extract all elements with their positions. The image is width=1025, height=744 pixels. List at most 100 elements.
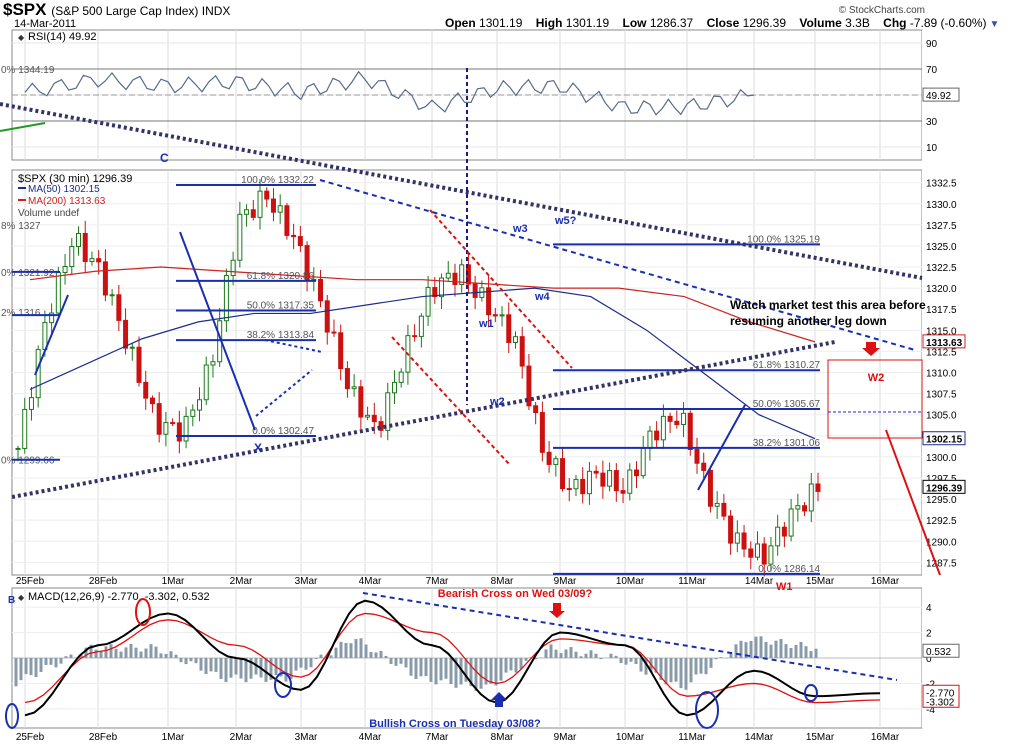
fib1-label: 50.0% 1317.35: [247, 300, 315, 311]
candle-body: [277, 205, 283, 213]
candle-body: [748, 548, 754, 558]
candle-body: [633, 469, 639, 477]
candle-body: [89, 258, 95, 263]
macd-histogram-bar: [34, 658, 38, 678]
price-value-box: [922, 479, 966, 494]
macd-histogram-bar: [79, 655, 83, 658]
macd-histogram-bar: [434, 658, 438, 685]
macd-histogram-bar: [289, 658, 293, 679]
price-value-label: 1302.15: [926, 435, 963, 446]
macd-histogram-bar: [804, 646, 808, 658]
macd-histogram-bar: [449, 658, 453, 685]
candle-body: [412, 335, 418, 338]
price-x-label: 4Mar: [359, 576, 382, 587]
fib1-label: 61.8% 1320.86: [247, 271, 315, 282]
macd-histogram-bar: [379, 650, 383, 658]
macd-value-box: [922, 643, 960, 658]
macd-histogram-bar: [684, 658, 688, 690]
rsi-last-value: 49.92: [926, 91, 951, 102]
candle-body: [452, 272, 458, 286]
macd-histogram-bar: [294, 658, 298, 671]
macd-histogram-bar: [609, 653, 613, 658]
macd-histogram-bar: [129, 644, 133, 658]
candle-body: [808, 483, 814, 512]
macd-histogram-bar: [384, 655, 388, 658]
candle-body: [250, 209, 256, 218]
candle-body: [660, 415, 666, 441]
macd-histogram-bar: [539, 657, 543, 658]
price-value-box: [922, 431, 966, 446]
macd-histogram-bar: [154, 646, 158, 658]
rsi-tick-label: 10: [926, 143, 938, 154]
macd-histogram-bar: [69, 654, 73, 658]
macd-x-label: 8Mar: [491, 732, 514, 743]
macd-histogram-bar: [739, 640, 743, 658]
macd-x-label: 14Mar: [745, 732, 774, 743]
candle-body: [264, 190, 270, 200]
macd-histogram-bar: [339, 641, 343, 658]
candle-body: [506, 314, 512, 343]
macd-histogram-bar: [424, 658, 428, 677]
candle-body: [324, 300, 330, 333]
price-tick-label: 1315.0: [926, 326, 957, 337]
candle-body: [109, 294, 115, 297]
macd-histogram-bar: [674, 658, 678, 682]
price-value-box: [922, 334, 966, 349]
price-x-label: 25Feb: [16, 576, 45, 587]
candle-body: [539, 412, 545, 453]
ma200-legend: MA(200) 1313.63: [28, 196, 106, 207]
candle-body: [526, 365, 532, 407]
macd-histogram-bar: [554, 649, 558, 658]
candle-body: [512, 336, 518, 343]
macd-histogram-bar: [544, 649, 548, 658]
macd-histogram-bar: [729, 653, 733, 658]
fib1-label: 38.2% 1313.84: [247, 330, 315, 341]
candle-body: [96, 258, 102, 263]
price-tick-label: 1317.5: [926, 305, 957, 316]
candle-body: [788, 508, 794, 537]
ma50-legend: MA(50) 1302.15: [28, 184, 100, 195]
macd-histogram-bar: [179, 658, 183, 663]
axis-column: [922, 30, 968, 728]
macd-x-label: 1Mar: [162, 732, 185, 743]
candle-body: [82, 232, 88, 263]
wave-label-big-w1: W1: [776, 581, 793, 593]
macd-histogram-bar: [599, 658, 603, 660]
macd-histogram-bar: [464, 658, 468, 682]
candle-body: [344, 368, 350, 390]
rsi-tick-label: 90: [926, 39, 938, 50]
macd-x-label: 28Feb: [89, 732, 118, 743]
note-line-2: resuming another leg down: [730, 314, 887, 328]
macd-tick-label: 4: [926, 603, 932, 614]
wave-label-w2: w2: [489, 396, 505, 408]
macd-histogram-bar: [679, 658, 683, 689]
price-tick-label: 1287.5: [926, 558, 957, 569]
macd-histogram-bar: [789, 648, 793, 658]
macd-histogram-bar: [714, 658, 718, 660]
price-x-label: 7Mar: [426, 576, 449, 587]
upper-channel-trendline: [0, 102, 923, 280]
macd-tick-label: 2: [926, 629, 932, 640]
price-x-label: 10Mar: [616, 576, 645, 587]
macd-histogram-bar: [429, 658, 433, 682]
macd-histogram-bar: [39, 658, 43, 672]
candle-body: [371, 414, 377, 423]
macd-histogram-bar: [104, 646, 108, 658]
macd-histogram-bar: [669, 658, 673, 683]
macd-histogram-bar: [559, 653, 563, 658]
wave-arrow-x2: [264, 339, 323, 353]
chg-dropdown-icon[interactable]: ▼: [989, 19, 1000, 30]
candle-body: [143, 381, 149, 399]
candle-body: [566, 488, 572, 491]
macd-histogram-bar: [369, 651, 373, 658]
wave-label-c: C: [160, 151, 169, 165]
rsi-legend-icon: ◆: [18, 33, 25, 42]
price-tick-label: 1332.5: [926, 179, 957, 190]
macd-value-label: 0.532: [926, 647, 951, 658]
macd-histogram-bar: [269, 658, 273, 680]
macd-histogram-bar: [249, 658, 253, 679]
macd-histogram-bar: [204, 658, 208, 675]
price-tick-label: 1297.5: [926, 474, 957, 485]
price-tick-label: 1305.0: [926, 411, 957, 422]
